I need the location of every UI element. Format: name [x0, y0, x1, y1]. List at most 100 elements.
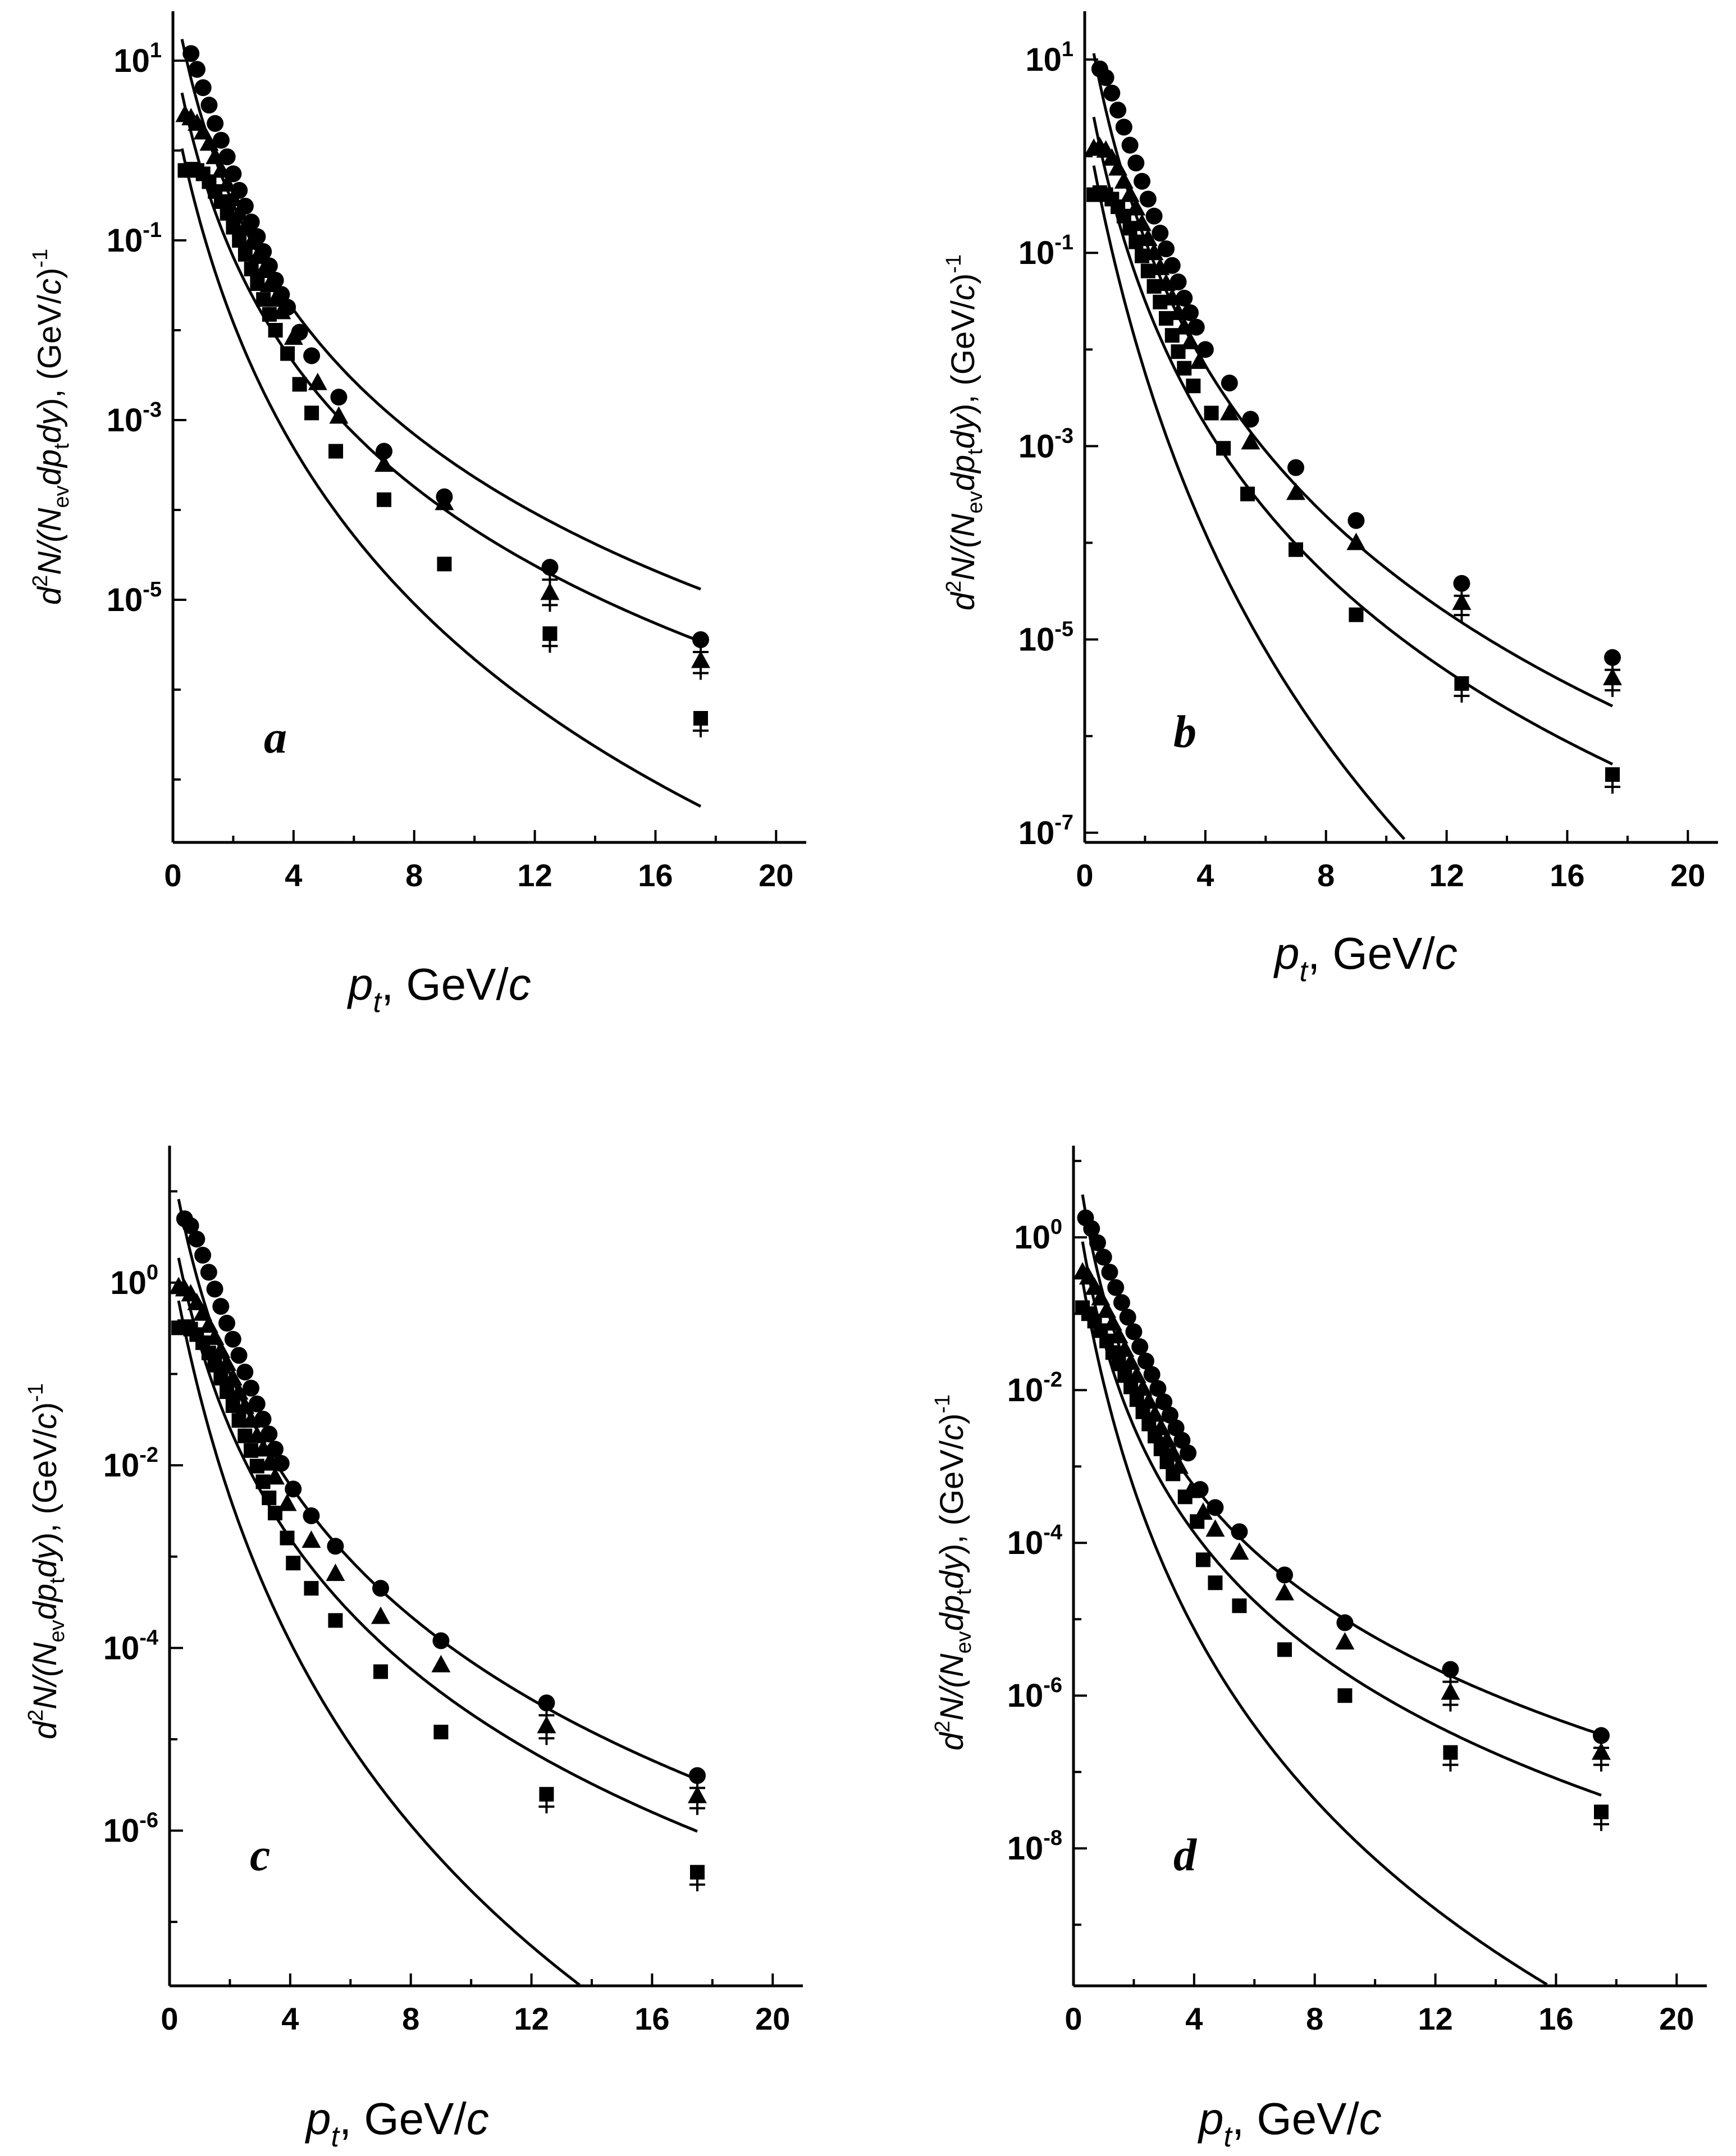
chart-panel-d: 0 4 8 12 16 20 10-8 10-6 10-4 10-2 100 pt, GeV/c d2N…: [931, 1146, 1707, 2153]
x-tick-label: 8: [1317, 858, 1335, 893]
y-axis-label: d2N/(Nevdptdy), (GeV/c)-1: [931, 1394, 976, 1751]
x-tick-label: 0: [1065, 2001, 1082, 2036]
data-point-square: [225, 1398, 240, 1413]
data-point-square: [226, 220, 241, 235]
data-point-square: [1129, 234, 1144, 249]
data-point-circle: [1115, 118, 1132, 136]
data-point-square: [1135, 248, 1150, 263]
data-point-square: [1171, 344, 1186, 359]
data-point-triangle: [193, 1303, 213, 1321]
data-point-circle: [224, 1330, 241, 1348]
data-point-circle: [206, 1280, 223, 1298]
data-point-triangle: [301, 1530, 321, 1548]
data-point-triangle: [211, 160, 231, 178]
data-point-circle: [248, 1395, 266, 1412]
data-point-square: [1190, 1514, 1205, 1529]
data-point-circle: [267, 1441, 284, 1458]
data-point-square: [268, 1506, 282, 1521]
y-tick-label: 10-1: [1018, 231, 1073, 271]
data-point-circle: [1221, 375, 1238, 392]
data-point-circle: [212, 1298, 230, 1315]
x-tick-label: 0: [161, 2001, 178, 2036]
data-point-square: [249, 1458, 264, 1474]
data-point-square: [255, 1474, 271, 1489]
panel-label: a: [264, 712, 287, 763]
data-point-triangle: [193, 122, 213, 140]
data-point-circle: [230, 1347, 248, 1364]
data-point-circle: [1101, 1264, 1118, 1281]
data-point-circle: [1287, 459, 1304, 476]
data-point-circle: [1336, 1614, 1354, 1631]
data-point-triangle: [1219, 403, 1239, 421]
data-point-triangle: [371, 1606, 390, 1624]
data-point-circle: [1145, 207, 1163, 225]
data-point-square: [250, 276, 265, 291]
x-tick-label: 12: [517, 858, 552, 893]
x-tick-label: 16: [638, 858, 673, 893]
data-point-triangle: [284, 327, 303, 345]
x-tick-label: 4: [1196, 858, 1214, 893]
data-point-circle: [1231, 1523, 1248, 1540]
data-point-circle: [188, 61, 205, 78]
data-point-circle: [1155, 1393, 1173, 1411]
y-axis-label: d2N/(Nevdptdy), (GeV/c)-1: [942, 254, 987, 610]
x-tick-label: 8: [405, 858, 423, 893]
data-point-square: [1146, 279, 1162, 294]
data-point-square: [304, 1581, 319, 1596]
data-point-circle: [1083, 1220, 1100, 1237]
data-point-square: [377, 492, 391, 507]
data-point-triangle: [1335, 1632, 1355, 1650]
data-point-square: [1240, 486, 1255, 502]
data-point-square: [292, 377, 307, 392]
data-point-triangle: [308, 372, 327, 390]
data-point-circle: [1125, 1323, 1143, 1341]
data-point-circle: [200, 97, 218, 114]
data-point-square: [690, 1865, 705, 1880]
data-point-square: [286, 1556, 301, 1571]
data-point-triangle: [1120, 184, 1140, 202]
data-point-square: [1153, 294, 1168, 309]
data-point-circle: [689, 1767, 706, 1784]
data-point-circle: [1163, 257, 1181, 274]
x-tick-label: 12: [1418, 2001, 1452, 2036]
data-point-triangle: [537, 1716, 556, 1734]
data-point-circle: [1137, 1352, 1154, 1370]
data-point-triangle: [1441, 1682, 1460, 1700]
x-axis-label: pt, GeV/c: [305, 2094, 489, 2153]
y-tick-label: 10-7: [1018, 811, 1073, 851]
data-point-triangle: [1603, 668, 1622, 686]
data-point-triangle: [329, 406, 349, 424]
data-point-triangle: [1114, 171, 1134, 189]
data-point-square: [1123, 1379, 1139, 1394]
data-point-square: [237, 247, 253, 262]
x-tick-label: 4: [1185, 2001, 1203, 2036]
data-point-square: [244, 1443, 259, 1458]
data-point-triangle: [431, 1654, 451, 1672]
data-point-square: [1140, 263, 1155, 279]
data-point-square: [1454, 676, 1469, 691]
data-point-square: [1122, 221, 1137, 236]
data-point-circle: [303, 1507, 320, 1525]
y-tick-label: 100: [1014, 1215, 1062, 1256]
data-point-square: [1594, 1804, 1609, 1820]
data-point-circle: [1196, 341, 1214, 358]
fit-curve-square: [177, 1300, 581, 1986]
data-point-square: [213, 1370, 229, 1385]
data-point-square: [1605, 767, 1620, 782]
data-point-triangle: [688, 1785, 707, 1803]
panel-label: c: [250, 1829, 270, 1880]
x-tick-label: 20: [1659, 2001, 1694, 2036]
data-point-triangle: [1592, 1742, 1611, 1760]
data-point-circle: [1604, 649, 1621, 666]
data-point-square: [693, 711, 708, 726]
data-point-square: [1186, 379, 1201, 394]
data-point-circle: [272, 1455, 290, 1472]
x-tick-label: 12: [514, 2001, 549, 2036]
fit-curve-triangle: [1092, 116, 1614, 765]
x-tick-label: 20: [1670, 858, 1705, 893]
x-axis-label: pt, GeV/c: [1273, 928, 1458, 988]
data-point-square: [268, 323, 283, 338]
data-point-circle: [1347, 512, 1365, 529]
panel-label: b: [1173, 706, 1196, 757]
data-point-circle: [1097, 69, 1114, 86]
